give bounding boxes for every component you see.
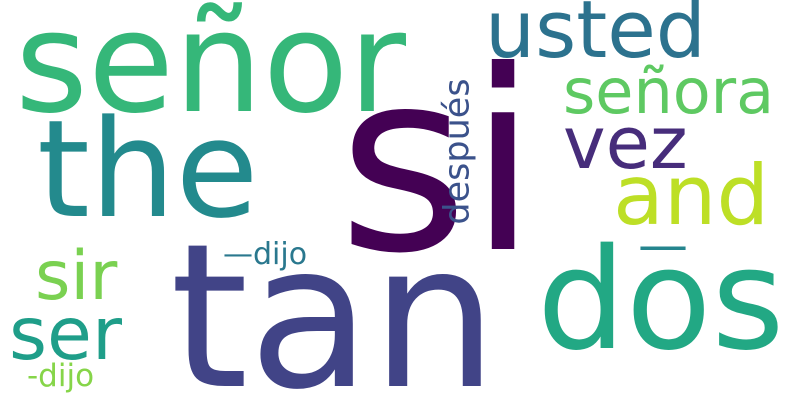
word-si: si [338,17,538,308]
word-ser: ser [9,292,122,377]
word-usted: usted [485,0,706,76]
word-the: the [37,91,259,248]
word-tan: tan [170,201,498,400]
word-despues: después [437,78,478,225]
word-and: and [613,147,770,244]
word-dash: — [638,216,688,274]
word-vez: vez [563,101,688,185]
word-sir: sir [35,237,118,316]
word-senora: señora [563,55,775,128]
word-dijo-emdash: —dijo [223,237,308,272]
word-dijo-hyphen: -dijo [27,358,95,394]
word-senor: señor [15,0,407,145]
word-dos: dos [537,219,785,382]
